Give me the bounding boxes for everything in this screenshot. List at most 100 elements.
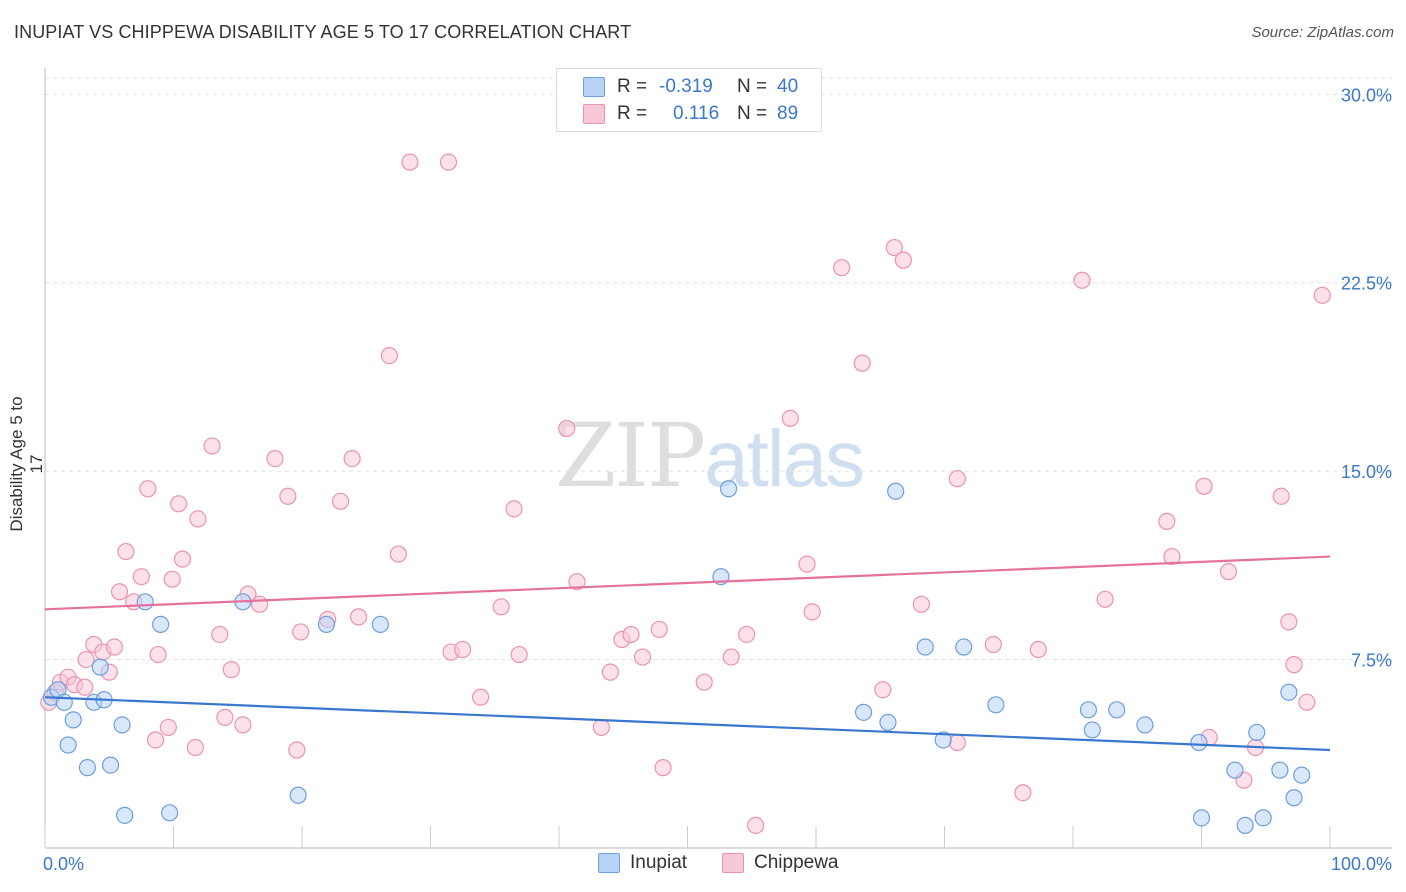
chippewa-point xyxy=(633,648,652,666)
chippewa-point xyxy=(722,648,740,666)
r-value: 0.116 xyxy=(673,103,720,124)
chippewa-point xyxy=(510,645,528,664)
chippewa-point xyxy=(948,470,966,488)
watermark: ZIPatlas xyxy=(555,404,865,507)
chippewa-point xyxy=(1280,613,1298,631)
chippewa-point xyxy=(885,238,903,257)
chippewa-point xyxy=(568,573,586,591)
chippewa-point xyxy=(186,738,204,757)
x-tick-label: 0.0% xyxy=(43,854,84,874)
chippewa-point xyxy=(1014,784,1032,802)
chippewa-point xyxy=(738,625,756,644)
chippewa-point xyxy=(833,259,851,277)
inupiat-point xyxy=(78,759,97,777)
inupiat-swatch xyxy=(583,77,605,97)
legend-label-inupiat: Inupiat xyxy=(630,852,688,873)
chippewa-point xyxy=(132,568,150,586)
chippewa-point xyxy=(76,678,94,696)
legend: Inupiat Chippewa xyxy=(0,852,1406,878)
r-label: R = xyxy=(617,76,648,97)
chippewa-point xyxy=(105,638,123,656)
chippewa-point xyxy=(803,603,821,621)
y-tick-label: 15.0% xyxy=(1341,462,1392,482)
inupiat-point xyxy=(317,615,336,634)
chippewa-point xyxy=(558,419,576,438)
chippewa-point xyxy=(170,495,188,513)
inupiat-point xyxy=(91,658,109,676)
chippewa-point xyxy=(1073,271,1091,289)
inupiat-point xyxy=(1280,683,1298,701)
chippewa-point xyxy=(222,661,240,679)
chippewa-point xyxy=(1219,563,1238,581)
inupiat-point xyxy=(916,638,934,656)
chippewa-point xyxy=(492,598,510,616)
inupiat-point xyxy=(1079,701,1098,719)
chippewa-point xyxy=(343,450,361,468)
chippewa-point xyxy=(454,640,472,659)
inupiat-point xyxy=(720,480,738,498)
legend-item-chippewa[interactable]: Chippewa xyxy=(722,852,839,874)
inupiat-point xyxy=(934,731,952,749)
chippewa-point xyxy=(984,635,1002,654)
chippewa-point xyxy=(1313,286,1331,304)
chippewa-point xyxy=(117,542,135,561)
chippewa-trend-line xyxy=(44,555,1331,611)
inupiat-swatch xyxy=(598,853,620,873)
chippewa-point xyxy=(349,608,368,626)
chippewa-point xyxy=(380,347,398,365)
inupiat-point xyxy=(1192,809,1211,827)
chippewa-point xyxy=(650,620,668,639)
chippewa-point xyxy=(189,510,207,528)
chippewa-point xyxy=(234,716,252,734)
inupiat-point xyxy=(152,615,170,634)
inupiat-point xyxy=(55,693,73,711)
chippewa-point xyxy=(798,555,816,573)
y-tick-label: 30.0% xyxy=(1341,85,1392,105)
chippewa-point xyxy=(149,645,167,664)
chippewa-point xyxy=(203,437,221,455)
inupiat-point xyxy=(887,482,905,500)
chippewa-point xyxy=(331,492,350,510)
inupiat-point xyxy=(1083,721,1101,739)
chippewa-swatch xyxy=(583,104,605,124)
y-tick-label: 22.5% xyxy=(1341,274,1392,294)
chippewa-point xyxy=(1285,656,1303,674)
inupiat-point xyxy=(879,713,897,731)
inupiat-point xyxy=(1254,809,1272,827)
stats-box: R = -0.319 N = 40 R = 0.116 N = 89 xyxy=(556,68,822,132)
chippewa-point xyxy=(853,354,871,372)
chippewa-point xyxy=(1272,487,1290,505)
chippewa-point xyxy=(250,595,269,613)
chippewa-point xyxy=(266,450,284,468)
inupiat-point xyxy=(1236,816,1254,834)
inupiat-point xyxy=(1285,789,1303,807)
chippewa-point xyxy=(472,688,490,706)
chippewa-point xyxy=(288,741,306,759)
chippewa-point xyxy=(695,673,713,691)
inupiat-point xyxy=(116,806,134,824)
inupiat-point xyxy=(1108,701,1126,719)
inupiat-point xyxy=(1136,716,1154,734)
chippewa-point xyxy=(292,623,310,641)
stats-row-inupiat: R = -0.319 N = 40 xyxy=(583,75,798,99)
chippewa-point xyxy=(1195,477,1213,495)
chippewa-point xyxy=(654,759,672,777)
inupiat-point xyxy=(289,786,307,804)
chippewa-point xyxy=(139,480,157,498)
chippewa-point xyxy=(279,487,297,505)
chippewa-point xyxy=(894,251,912,269)
chippewa-point xyxy=(159,718,177,737)
chippewa-point xyxy=(401,153,419,171)
r-label: R = xyxy=(617,103,648,124)
chippewa-point xyxy=(1096,590,1114,608)
inupiat-point xyxy=(987,696,1005,714)
legend-item-inupiat[interactable]: Inupiat xyxy=(598,852,687,874)
inupiat-point xyxy=(955,638,973,656)
chippewa-point xyxy=(948,733,966,752)
chippewa-point xyxy=(781,409,799,428)
inupiat-point xyxy=(1271,761,1289,779)
n-value: 40 xyxy=(777,76,799,97)
chippewa-point xyxy=(592,718,611,737)
n-label: N = xyxy=(737,103,768,124)
